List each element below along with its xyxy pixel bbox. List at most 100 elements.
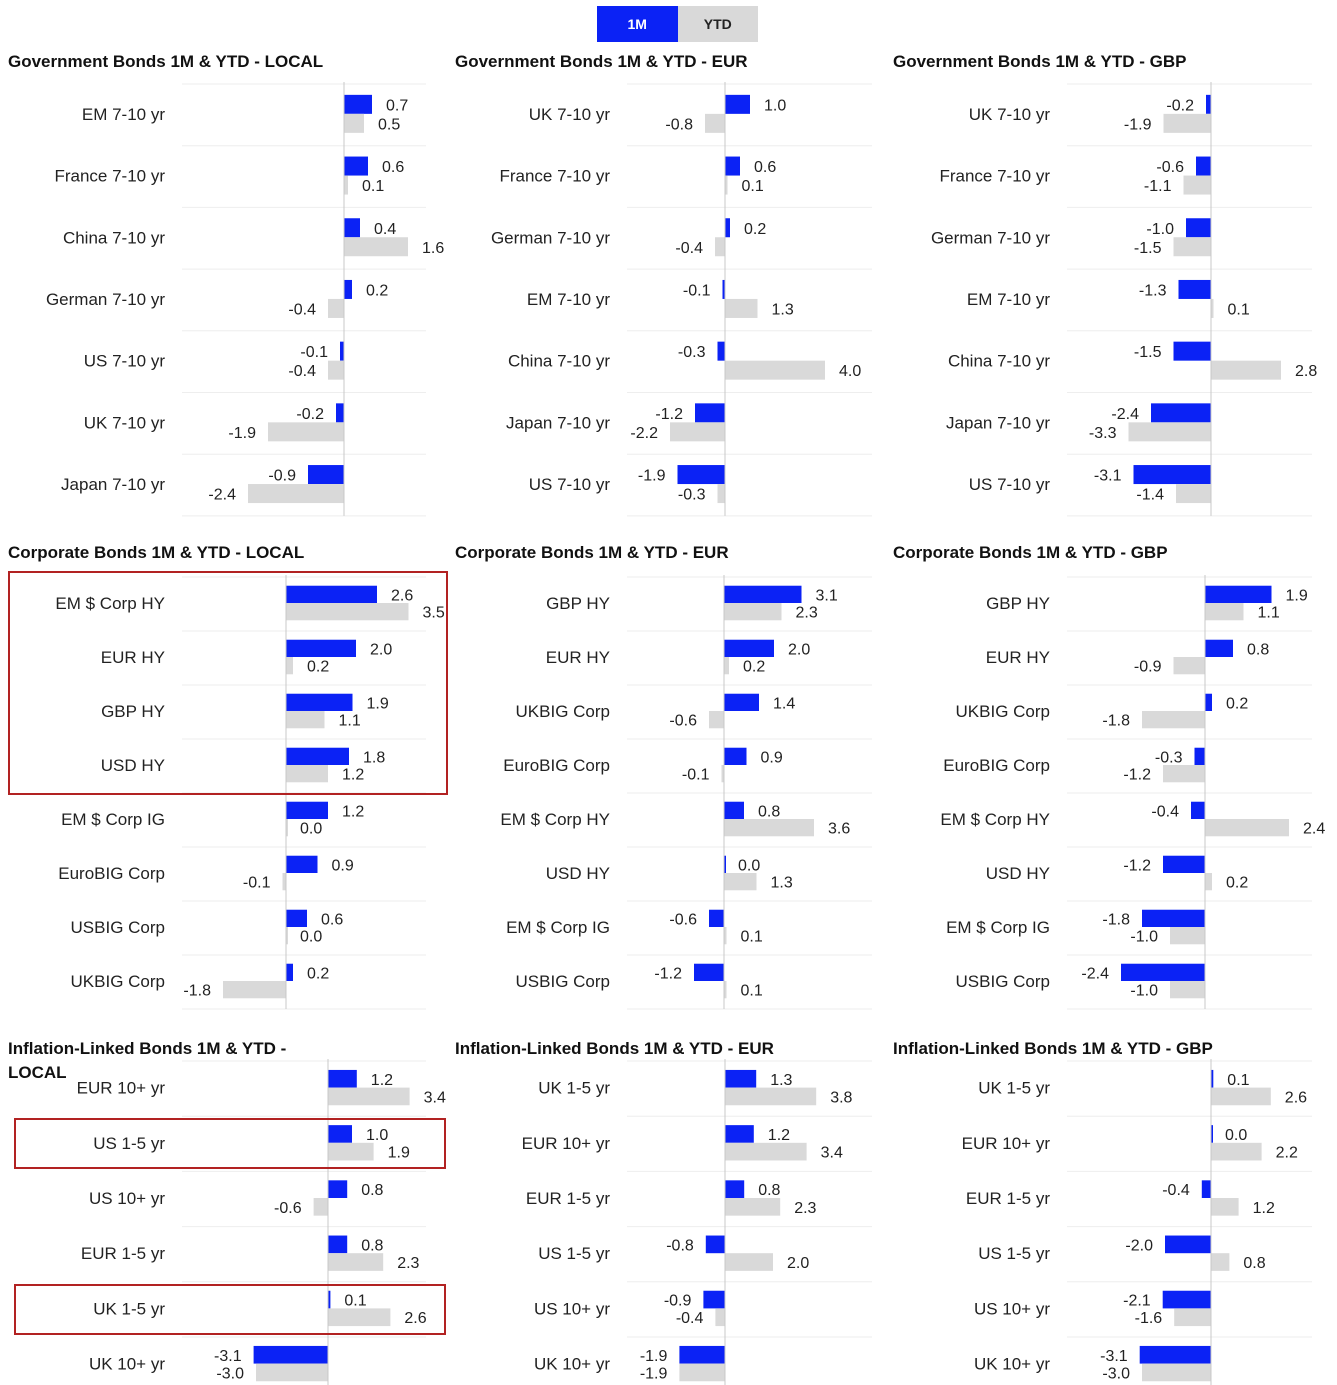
legend-ytd-button[interactable]: YTD (677, 6, 758, 42)
bar-1m (709, 909, 724, 927)
value-label-1m: 1.0 (764, 97, 786, 114)
bar-1m (336, 403, 344, 423)
value-label-1m: -0.9 (664, 1293, 692, 1310)
bar-1m (1165, 1235, 1211, 1254)
value-label-1m: 0.2 (744, 221, 766, 238)
bar-ytd (724, 981, 727, 999)
value-label-1m: -2.4 (1111, 406, 1139, 423)
bar-ytd (670, 422, 725, 442)
bar-ytd (286, 765, 328, 783)
value-label-1m: -0.2 (296, 406, 324, 423)
value-label-1m: 1.4 (773, 695, 795, 712)
value-label-1m: 0.1 (1227, 1072, 1249, 1089)
bar-1m (679, 1345, 725, 1364)
bar-ytd (715, 1308, 725, 1327)
bar-1m (328, 1069, 357, 1088)
bar-ytd (328, 1087, 410, 1106)
bar-1m (1173, 341, 1211, 361)
value-label-ytd: -1.8 (1102, 713, 1130, 730)
value-label-ytd: 0.1 (742, 178, 764, 195)
value-label-ytd: 0.5 (378, 116, 400, 133)
bar-1m (286, 747, 349, 765)
value-label-1m: -0.3 (678, 344, 706, 361)
bar-ytd (724, 873, 757, 891)
category-label: UK 10+ yr (974, 1355, 1050, 1374)
bar-1m (344, 279, 352, 299)
category-label: EM $ Corp HY (500, 810, 610, 829)
category-label: EUR HY (546, 648, 610, 667)
category-label: UKBIG Corp (71, 972, 165, 991)
bar-ytd (724, 927, 727, 945)
bar-1m (725, 1180, 745, 1198)
bar-ytd (1183, 175, 1211, 195)
value-label-ytd: -1.9 (1124, 116, 1152, 133)
value-label-1m: -0.2 (1166, 97, 1194, 114)
series-toggle[interactable]: 1M YTD (597, 6, 758, 42)
value-label-1m: -0.4 (1151, 803, 1179, 820)
value-label-ytd: 2.6 (1285, 1089, 1307, 1106)
bar-ytd (1211, 298, 1214, 318)
value-label-1m: 0.6 (382, 159, 404, 176)
chart-panel: Government Bonds 1M & YTD - LOCAL EM 7-10… (8, 50, 444, 520)
category-label: EuroBIG Corp (503, 756, 610, 775)
bar-ytd (328, 1308, 391, 1327)
value-label-ytd: 3.5 (423, 605, 445, 622)
value-label-1m: 0.2 (1226, 695, 1248, 712)
value-label-1m: 0.2 (307, 965, 329, 982)
bar-1m (722, 279, 725, 299)
value-label-ytd: -1.6 (1135, 1310, 1163, 1327)
category-label: GBP HY (101, 702, 165, 721)
bar-1m (286, 801, 328, 819)
value-label-1m: 0.4 (374, 221, 396, 238)
bar-1m (724, 747, 747, 765)
bar-1m (724, 585, 802, 603)
category-label: China 7-10 yr (508, 352, 610, 371)
bar-chart: UK 1-5 yr 1.3 3.8 EUR 10+ yr 1.2 3.4 EUR 1-5 y… (522, 1059, 872, 1385)
bar-1m (308, 465, 344, 485)
bar-chart: UK 7-10 yr 1.0 -0.8 France 7-10 yr 0.6 0.1 Ger… (491, 82, 872, 517)
bar-chart: EM 7-10 yr 0.7 0.5 France 7-10 yr 0.6 0.1 Chin… (46, 82, 444, 517)
value-label-1m: 2.6 (391, 587, 413, 604)
category-label: EM 7-10 yr (82, 105, 165, 124)
value-label-1m: -0.9 (268, 468, 296, 485)
bar-ytd (328, 298, 344, 318)
bar-ytd (328, 360, 344, 380)
value-label-1m: -1.0 (1146, 221, 1174, 238)
bar-ytd (286, 711, 325, 729)
chart-panel: Inflation-Linked Bonds 1M & YTD - GBP UK … (893, 1037, 1333, 1385)
category-label: German 7-10 yr (491, 228, 610, 247)
bar-ytd (1174, 1308, 1211, 1327)
value-label-ytd: -0.4 (288, 301, 316, 318)
value-label-1m: -2.1 (1123, 1293, 1151, 1310)
category-label: EM $ Corp HY (55, 594, 165, 613)
value-label-1m: -2.4 (1081, 965, 1109, 982)
category-label: USBIG Corp (516, 972, 610, 991)
category-label: EM 7-10 yr (527, 290, 610, 309)
value-label-1m: -2.0 (1125, 1237, 1153, 1254)
bar-ytd (286, 819, 288, 837)
category-label: France 7-10 yr (499, 167, 610, 186)
chart-title: Government Bonds 1M & YTD - LOCAL (8, 52, 324, 71)
bar-1m (725, 1069, 757, 1088)
value-label-1m: 3.1 (816, 587, 838, 604)
category-label: France 7-10 yr (939, 167, 1050, 186)
value-label-1m: -0.6 (1156, 159, 1184, 176)
value-label-ytd: -1.0 (1130, 983, 1158, 1000)
category-label: EM $ Corp IG (506, 918, 610, 937)
value-label-1m: 1.2 (342, 803, 364, 820)
legend-1m-button[interactable]: 1M (597, 6, 678, 42)
category-label: UK 10+ yr (534, 1355, 610, 1374)
category-label: German 7-10 yr (931, 228, 1050, 247)
bar-ytd (717, 484, 725, 504)
bar-ytd (715, 237, 725, 257)
value-label-1m: 1.8 (363, 749, 385, 766)
bar-1m (286, 693, 353, 711)
value-label-1m: -3.1 (1094, 468, 1122, 485)
bar-ytd (1170, 927, 1205, 945)
category-label: USD HY (101, 756, 165, 775)
value-label-1m: -0.6 (669, 911, 697, 928)
chart-title: Inflation-Linked Bonds 1M & YTD - LOCAL (8, 1039, 287, 1082)
value-label-ytd: 0.2 (1226, 875, 1248, 892)
category-label: EUR 1-5 yr (526, 1189, 610, 1208)
category-label: UKBIG Corp (956, 702, 1050, 721)
